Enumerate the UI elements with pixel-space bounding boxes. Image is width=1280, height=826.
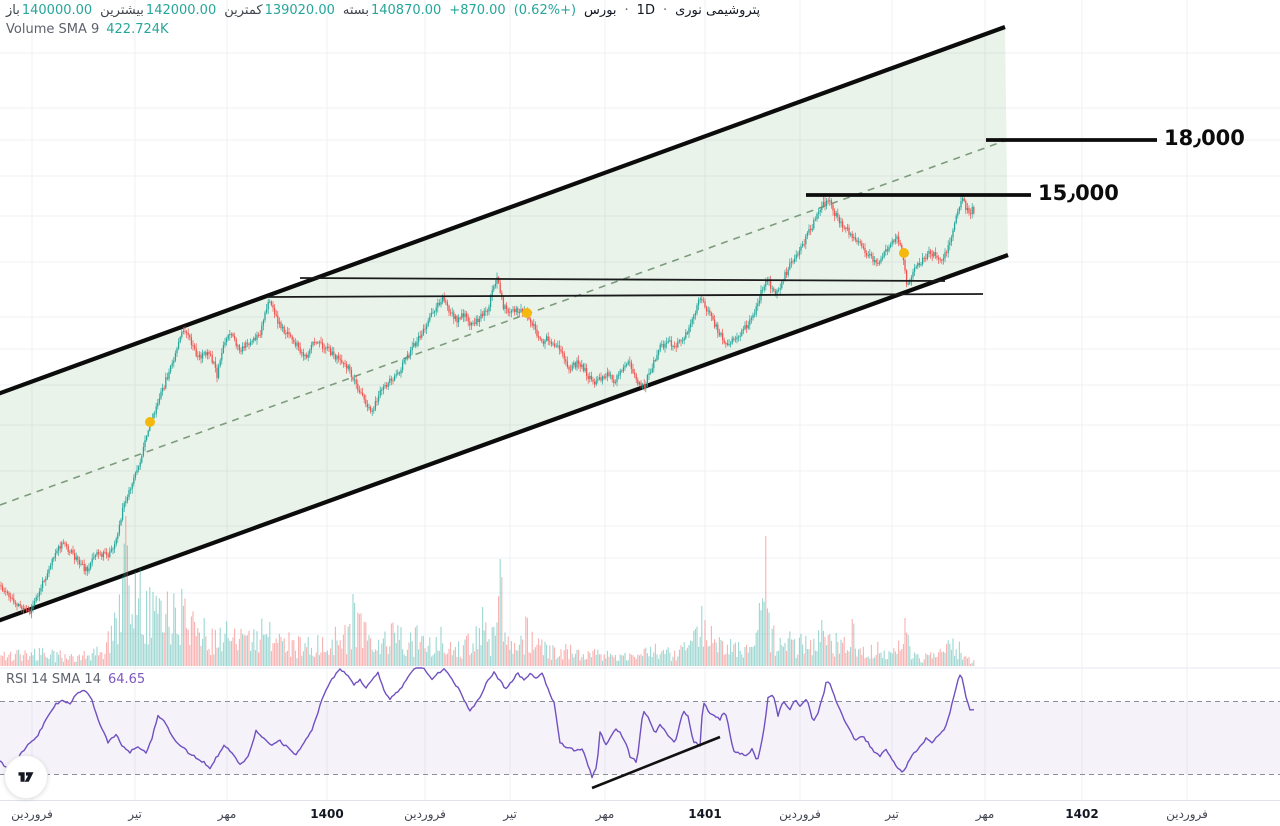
rsi-legend-label: RSI 14 SMA 14 bbox=[6, 672, 101, 687]
time-tick-month: مهر bbox=[595, 807, 615, 821]
channel-lower-line[interactable] bbox=[0, 253, 1009, 623]
price-target-rays[interactable] bbox=[806, 138, 1157, 197]
volume-legend: Volume SMA 9 422.724K bbox=[6, 22, 169, 37]
rsi-pane bbox=[0, 667, 1280, 790]
time-tick-month: تیر bbox=[128, 807, 142, 821]
signal-dot[interactable] bbox=[145, 417, 155, 427]
signal-dot[interactable] bbox=[522, 308, 532, 318]
ohlc-item: باز 140000.00 bbox=[6, 3, 93, 18]
signal-dot[interactable] bbox=[899, 248, 909, 258]
horizontal-trendline[interactable] bbox=[266, 293, 984, 298]
time-tick-month: فروردین bbox=[1166, 807, 1208, 821]
channel-upper-line[interactable] bbox=[0, 25, 1006, 396]
ohlc-legend: باز 140000.00 بیشترین 142000.00 کمترین 139020… bbox=[6, 3, 760, 18]
price-target-label-18000[interactable]: 18٫000 bbox=[1164, 126, 1245, 150]
tradingview-logo-glyph bbox=[18, 772, 34, 782]
price-change: +870.00 bbox=[449, 3, 506, 18]
rsi-legend-value: 64.65 bbox=[107, 672, 146, 687]
time-tick-month: فروردین bbox=[11, 807, 53, 821]
separator: · bbox=[624, 3, 629, 18]
volume-bars bbox=[0, 516, 975, 666]
time-tick-month: مهر bbox=[217, 807, 237, 821]
time-tick-month: تیر bbox=[885, 807, 899, 821]
price-change-percent: (+0.62%) bbox=[513, 3, 577, 18]
market-label: بورس bbox=[584, 3, 617, 18]
symbol-title: پتروشیمی نوری bbox=[675, 3, 761, 18]
price-target-label-15000[interactable]: 15٫000 bbox=[1038, 181, 1119, 205]
rsi-line bbox=[0, 667, 975, 779]
volume-legend-label: Volume SMA 9 bbox=[6, 22, 100, 37]
horizontal-trendline[interactable] bbox=[299, 277, 946, 282]
rsi-legend: RSI 14 SMA 14 64.65 bbox=[6, 672, 145, 687]
candles bbox=[0, 194, 975, 619]
volume-legend-value: 422.724K bbox=[106, 22, 169, 37]
tradingview-logo[interactable] bbox=[4, 755, 48, 799]
gridlines bbox=[0, 0, 1280, 800]
channel-midline[interactable] bbox=[0, 139, 1008, 506]
timeframe-label: 1D bbox=[636, 3, 655, 18]
separator: · bbox=[662, 3, 668, 18]
time-tick-year: 1402 bbox=[1065, 807, 1099, 821]
time-tick-year: 1401 bbox=[688, 807, 722, 821]
support-resistance-lines[interactable] bbox=[266, 277, 984, 298]
ohlc-item: بیشترین 142000.00 bbox=[100, 3, 217, 18]
time-tick-year: 1400 bbox=[310, 807, 344, 821]
highlight-dots[interactable] bbox=[145, 248, 909, 427]
rsi-trendline[interactable] bbox=[591, 735, 721, 790]
time-tick-month: فروردین bbox=[404, 807, 446, 821]
time-tick-month: مهر bbox=[975, 807, 995, 821]
trend-channel[interactable] bbox=[0, 25, 1009, 623]
time-tick-month: فروردین bbox=[779, 807, 821, 821]
time-axis[interactable]: فروردین تیر مهر 1400 فروردین تیر مهر 1401 فروردی… bbox=[0, 800, 1280, 826]
ohlc-item: کمترین 139020.00 bbox=[224, 3, 335, 18]
ohlc-item: بسته 140870.00 bbox=[342, 3, 442, 18]
time-tick-month: تیر bbox=[503, 807, 517, 821]
